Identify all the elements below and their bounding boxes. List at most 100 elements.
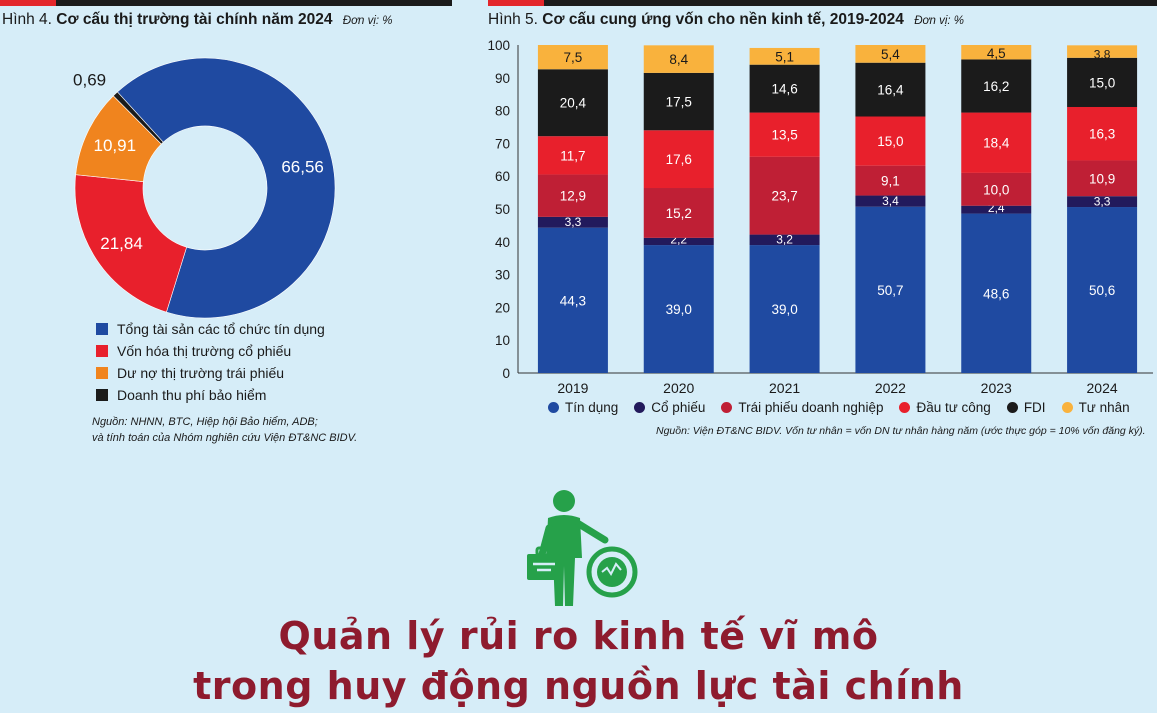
bar-label-trai-phieu-doanh-nghiep-2022: 9,1 xyxy=(881,174,900,189)
bar-label-dau-tu-cong-2024: 16,3 xyxy=(1089,127,1115,142)
fig4-label: Hình 4. xyxy=(2,11,52,28)
legend-item-tong-tai-san-cac-to-chuc-tin-dung: Tổng tài sản các tổ chức tín dụng xyxy=(96,318,325,340)
bar-label-co-phieu-2019: 3,3 xyxy=(565,215,582,229)
bar-label-trai-phieu-doanh-nghiep-2021: 23,7 xyxy=(771,189,797,204)
bar-label-tin-dung-2019: 44,3 xyxy=(560,293,586,308)
bar-label-fdi-2020: 17,5 xyxy=(666,95,692,110)
y-tick-label: 10 xyxy=(495,333,510,348)
bar-segment-tin-dung-2019 xyxy=(537,227,608,373)
donut-slice-doanh-thu-phi-bao-hiem xyxy=(112,91,164,145)
bar-label-tu-nhan-2022: 5,4 xyxy=(881,47,900,62)
bar-label-tu-nhan-2024: 3,8 xyxy=(1094,47,1111,61)
y-tick-label: 20 xyxy=(495,300,510,315)
bar-segment-tin-dung-2020 xyxy=(643,245,714,373)
legend-swatch xyxy=(96,389,108,401)
bar-segment-tin-dung-2024 xyxy=(1067,207,1138,373)
legend-item-fdi: FDI xyxy=(1006,400,1046,415)
legend-label: Trái phiếu doanh nghiệp xyxy=(738,400,884,415)
bar-label-fdi-2021: 14,6 xyxy=(771,82,797,97)
bar-segment-dau-tu-cong-2022 xyxy=(855,116,926,166)
bar-label-fdi-2022: 16,4 xyxy=(877,83,904,98)
legend-label: FDI xyxy=(1023,400,1046,415)
bar-label-tin-dung-2022: 50,7 xyxy=(877,283,903,298)
bar-segment-dau-tu-cong-2023 xyxy=(961,112,1032,173)
headline-line2: trong huy động nguồn lực tài chính xyxy=(193,664,964,708)
bar-label-tin-dung-2021: 39,0 xyxy=(771,302,797,317)
bar-label-tu-nhan-2021: 5,1 xyxy=(775,49,794,64)
donut-slice-tong-tai-san-cac-to-chuc-tin-dung xyxy=(116,57,336,319)
legend-swatch xyxy=(96,367,108,379)
bar-label-trai-phieu-doanh-nghiep-2023: 10,0 xyxy=(983,182,1009,197)
y-tick-label: 0 xyxy=(502,366,510,381)
bar-segment-fdi-2024 xyxy=(1067,57,1138,107)
legend-dot xyxy=(1006,402,1018,413)
legend-item-tin-dung: Tín dụng xyxy=(548,400,618,415)
bar-label-tin-dung-2024: 50,6 xyxy=(1089,283,1115,298)
bar-segment-trai-phieu-doanh-nghiep-2019 xyxy=(537,174,608,217)
y-tick-label: 50 xyxy=(495,202,510,217)
fig4-source-line2: và tính toán của Nhóm nghiên cứu Viện ĐT… xyxy=(92,432,358,444)
bar-segment-tin-dung-2021 xyxy=(749,245,820,373)
bar-segment-tu-nhan-2022 xyxy=(855,45,926,63)
x-tick-label: 2019 xyxy=(557,380,588,396)
bar-segment-trai-phieu-doanh-nghiep-2022 xyxy=(855,165,926,196)
bar-label-tin-dung-2020: 39,0 xyxy=(666,302,692,317)
donut-label-doanh-thu-phi-bao-hiem: 0,69 xyxy=(73,70,106,89)
donut-label-du-no-thi-truong-trai-phieu: 10,91 xyxy=(93,136,136,155)
bar-segment-fdi-2022 xyxy=(855,62,926,117)
fig4-source: Nguồn: NHNN, BTC, Hiệp hội Bảo hiểm, ADB… xyxy=(92,414,357,446)
legend-dot xyxy=(721,402,733,413)
legend-dot xyxy=(548,402,559,413)
donut-label-tong-tai-san-cac-to-chuc-tin-dung: 66,56 xyxy=(281,157,324,176)
bar-segment-tin-dung-2023 xyxy=(961,213,1032,373)
fig4-legend: Tổng tài sản các tổ chức tín dụng Vốn hóa… xyxy=(96,318,325,406)
bar-segment-dau-tu-cong-2019 xyxy=(537,136,608,175)
bar-label-trai-phieu-doanh-nghiep-2024: 10,9 xyxy=(1089,171,1115,186)
donut-label-von-hoa-thi-truong-co-phieu: 21,84 xyxy=(100,234,143,253)
headline-line1: Quản lý rủi ro kinh tế vĩ mô xyxy=(278,614,879,658)
y-tick-label: 80 xyxy=(495,104,510,119)
bar-label-fdi-2024: 15,0 xyxy=(1089,75,1115,90)
bar-label-tu-nhan-2023: 4,5 xyxy=(987,46,1006,61)
bar-label-dau-tu-cong-2019: 11,7 xyxy=(560,148,585,163)
bar-segment-fdi-2019 xyxy=(537,69,608,137)
donut-chart: 66,56 21,84 10,91 0,69 xyxy=(73,57,336,319)
bar-label-co-phieu-2022: 3,4 xyxy=(882,194,899,208)
stacked-bar-chart: 0 10 20 30 40 50 60 70 80 90 100 44,3 3,3 12,9 11,7 20,… xyxy=(487,38,1153,396)
x-tick-label: 2023 xyxy=(981,380,1012,396)
bar-label-trai-phieu-doanh-nghiep-2020: 15,2 xyxy=(666,206,692,221)
bar-segment-co-phieu-2024 xyxy=(1067,196,1138,208)
bar-segment-trai-phieu-doanh-nghiep-2024 xyxy=(1067,160,1138,197)
bar-segment-tu-nhan-2020 xyxy=(643,45,714,73)
bar-segment-fdi-2023 xyxy=(961,59,1032,113)
businessman-with-briefcase-and-coin-icon xyxy=(527,490,638,606)
legend-item-dau-tu-cong: Đầu tư công xyxy=(899,400,991,415)
fig5-title-text: Cơ cấu cung ứng vốn cho nền kinh tế, 201… xyxy=(542,11,904,28)
fig5-legend: Tín dụng Cổ phiếu Trái phiếu doanh nghiệp Đ… xyxy=(548,400,1146,415)
legend-swatch xyxy=(96,323,108,335)
bar-label-co-phieu-2024: 3,3 xyxy=(1094,195,1111,209)
legend-dot xyxy=(899,402,911,413)
bar-label-dau-tu-cong-2023: 18,4 xyxy=(983,136,1010,151)
bar-segment-trai-phieu-doanh-nghiep-2020 xyxy=(643,188,714,238)
legend-item-doanh-thu-phi-bao-hiem: Doanh thu phí bảo hiểm xyxy=(96,384,325,406)
fig5-title: Hình 5. Cơ cấu cung ứng vốn cho nền kinh… xyxy=(488,11,964,29)
bar-label-dau-tu-cong-2022: 15,0 xyxy=(877,134,903,149)
bar-label-dau-tu-cong-2020: 17,6 xyxy=(666,152,692,167)
legend-item-trai-phieu-doanh-nghiep: Trái phiếu doanh nghiệp xyxy=(721,400,883,415)
legend-label: Dư nợ thị trường trái phiếu xyxy=(117,365,285,381)
y-tick-label: 40 xyxy=(495,235,510,250)
legend-item-tu-nhan: Tư nhân xyxy=(1061,400,1130,415)
fig5-source: Nguồn: Viện ĐT&NC BIDV. Vốn tư nhân = vố… xyxy=(656,425,1146,437)
bar-segment-tin-dung-2022 xyxy=(855,206,926,373)
legend-label: Tín dụng xyxy=(565,400,619,415)
fig5-label: Hình 5. xyxy=(488,11,538,28)
bar-segment-trai-phieu-doanh-nghiep-2021 xyxy=(749,156,820,235)
bar-segment-dau-tu-cong-2021 xyxy=(749,112,820,157)
fig4-unit: Đơn vị: % xyxy=(342,15,393,27)
bar-segment-trai-phieu-doanh-nghiep-2023 xyxy=(961,172,1032,206)
bar-segment-dau-tu-cong-2020 xyxy=(643,130,714,189)
bar-segment-tu-nhan-2021 xyxy=(749,47,820,65)
fig5-top-rule xyxy=(488,0,1157,6)
legend-label: Vốn hóa thị trường cổ phiếu xyxy=(117,343,292,359)
